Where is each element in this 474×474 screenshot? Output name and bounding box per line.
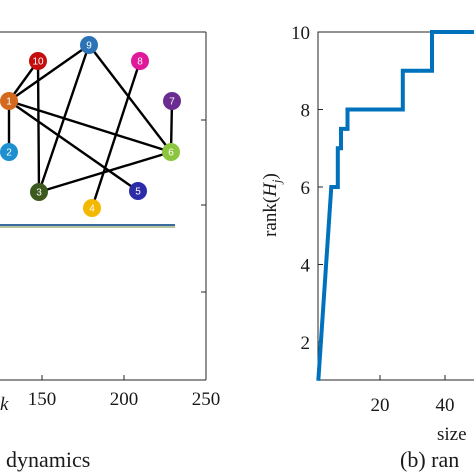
graph-node-circle: [0, 92, 18, 110]
graph-node-3: 3: [30, 183, 48, 201]
left-xlabel: k: [0, 394, 9, 415]
right-ytick-label: 4: [301, 256, 311, 277]
graph-node-circle: [163, 92, 181, 110]
graph-node-circle: [129, 182, 147, 200]
graph-edge: [90, 60, 142, 209]
left-panel: 150 200 250 1 2 3 4 5 6 7 8 9 10 k dynamics: [0, 31, 221, 472]
graph-node-2: 2: [0, 143, 18, 161]
graph-node-7: 7: [163, 92, 181, 110]
right-ytick-label: 10: [291, 23, 310, 44]
inset-graph: 1 2 3 4 5 6 7 8 9 10: [0, 36, 181, 217]
right-xlabel: size: [437, 424, 467, 445]
right-yticks: 2 4 6 8 10: [291, 23, 323, 354]
right-axes-box: [317, 31, 474, 381]
right-ytick-label: 8: [301, 101, 311, 122]
graph-nodes: 1 2 3 4 5 6 7 8 9 10: [0, 36, 181, 217]
left-xticks: 150 200 250: [28, 375, 221, 410]
left-right-ticks: [201, 119, 206, 293]
graph-node-circle: [131, 52, 149, 70]
graph-node-10: 10: [29, 52, 47, 70]
right-ytick-label: 2: [301, 333, 311, 354]
right-xtick-label: 40: [436, 395, 455, 416]
graph-node-circle: [83, 199, 101, 217]
graph-node-1: 1: [0, 92, 18, 110]
graph-node-label: 7: [169, 97, 175, 108]
graph-node-5: 5: [129, 182, 147, 200]
graph-edge: [8, 44, 90, 102]
graph-node-label: 8: [137, 57, 143, 68]
graph-node-circle: [30, 183, 48, 201]
graph-node-circle: [29, 52, 47, 70]
right-ylabel: rank(Hj): [260, 173, 284, 237]
left-xtick-label: 250: [192, 389, 221, 410]
graph-node-circle: [162, 143, 180, 161]
graph-edge: [8, 99, 172, 154]
graph-node-label: 6: [168, 148, 174, 159]
graph-node-label: 2: [6, 148, 12, 159]
graph-node-circle: [80, 36, 98, 54]
left-xtick-label: 150: [28, 389, 57, 410]
graph-node-circle: [0, 143, 18, 161]
graph-edges: [7, 44, 174, 209]
graph-node-label: 10: [32, 57, 44, 68]
graph-node-label: 4: [89, 204, 95, 215]
left-caption: dynamics: [6, 447, 90, 472]
right-xticks: 20 40: [371, 375, 455, 416]
graph-node-label: 5: [135, 187, 141, 198]
right-ytick-label: 6: [301, 178, 311, 199]
graph-node-label: 1: [6, 97, 12, 108]
right-caption: (b) ran: [400, 447, 459, 472]
graph-node-8: 8: [131, 52, 149, 70]
graph-edge: [37, 44, 91, 193]
graph-node-label: 9: [86, 41, 92, 52]
left-xtick-label: 200: [110, 389, 139, 410]
rank-series-line: [316, 30, 474, 381]
graph-edge: [36, 60, 41, 193]
graph-node-4: 4: [83, 199, 101, 217]
graph-node-label: 3: [36, 188, 42, 199]
graph-node-9: 9: [80, 36, 98, 54]
graph-edge: [8, 100, 139, 192]
right-xtick-label: 20: [371, 395, 390, 416]
graph-node-6: 6: [162, 143, 180, 161]
graph-edge: [88, 44, 172, 153]
